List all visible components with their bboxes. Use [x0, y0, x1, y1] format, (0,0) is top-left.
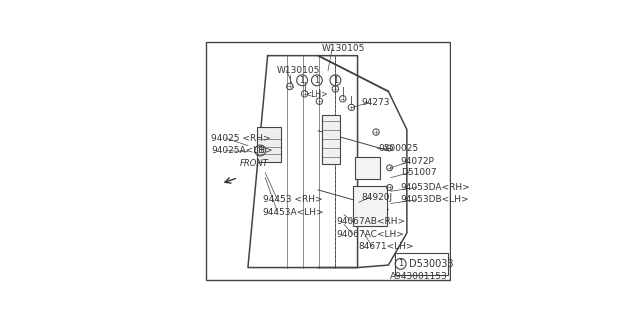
Bar	[353, 186, 387, 226]
Text: 94072P: 94072P	[401, 157, 435, 166]
Text: 1: 1	[314, 76, 319, 85]
Text: D530033: D530033	[409, 259, 453, 269]
Text: 1: 1	[300, 76, 305, 85]
Text: D51007: D51007	[401, 168, 436, 177]
Text: FRONT: FRONT	[239, 159, 268, 168]
Text: 94453A<LH>: 94453A<LH>	[262, 208, 324, 217]
Bar	[322, 115, 340, 164]
Text: 84671<LH>: 84671<LH>	[359, 242, 415, 251]
Text: 0500025: 0500025	[378, 144, 419, 153]
Bar	[394, 253, 447, 275]
Bar	[355, 157, 380, 179]
Text: 94067AB<RH>: 94067AB<RH>	[337, 218, 406, 227]
Bar	[257, 127, 281, 162]
Text: 1: 1	[398, 259, 403, 268]
Text: 94053DB<LH>: 94053DB<LH>	[401, 195, 469, 204]
Text: W130105: W130105	[322, 44, 365, 53]
Text: W130105: W130105	[276, 66, 319, 75]
Text: 94025A<LH>: 94025A<LH>	[211, 146, 273, 155]
Text: 94453 <RH>: 94453 <RH>	[262, 195, 323, 204]
Text: A943001153: A943001153	[390, 272, 447, 281]
Text: 94067AC<LH>: 94067AC<LH>	[337, 230, 404, 239]
Text: 1: 1	[258, 146, 263, 155]
Text: 1: 1	[333, 76, 338, 85]
Text: <LH>: <LH>	[306, 90, 328, 99]
Text: 84920J: 84920J	[361, 193, 392, 202]
Text: 94053DA<RH>: 94053DA<RH>	[401, 183, 470, 192]
Text: 94273: 94273	[361, 98, 390, 107]
Text: 94025 <RH>: 94025 <RH>	[211, 134, 271, 143]
